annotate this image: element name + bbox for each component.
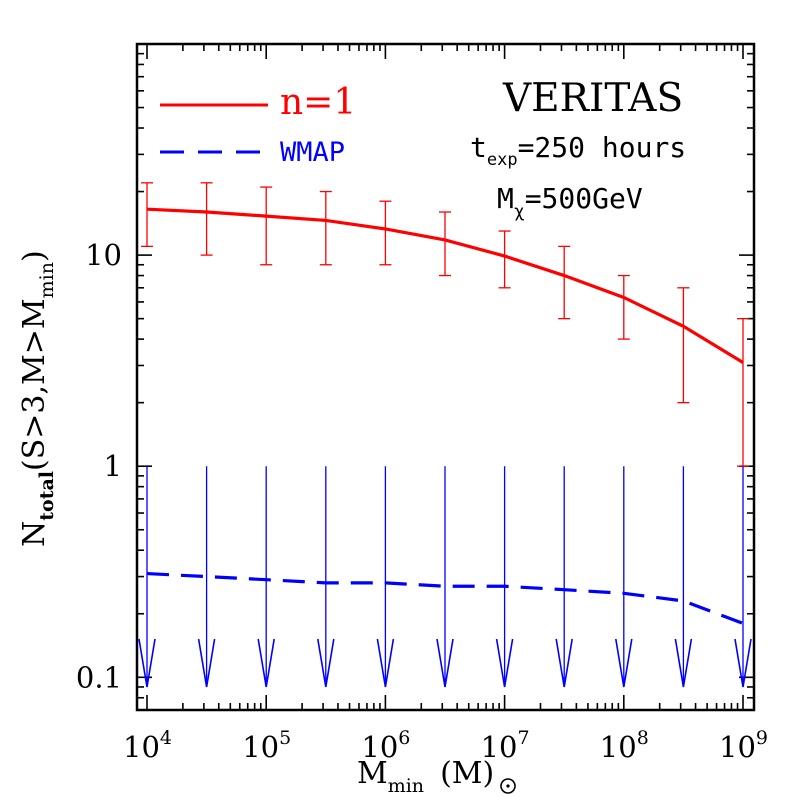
series-layer bbox=[138, 182, 752, 688]
x-tick-label: 105 bbox=[242, 727, 291, 764]
x-tick-label: 109 bbox=[719, 727, 768, 764]
series-line-wmap bbox=[146, 571, 744, 625]
x-tick-label-exponent: 7 bbox=[518, 727, 530, 749]
upper-limit-arrowhead bbox=[197, 638, 216, 688]
x-axis-label: Mmin (M) bbox=[357, 756, 494, 797]
x-tick-label-exponent: 9 bbox=[756, 727, 768, 749]
x-tick-label-base: 10 bbox=[719, 730, 756, 764]
sun-symbol-icon bbox=[500, 778, 516, 794]
x-tick-labels: 104 105 106 107 108 109 bbox=[123, 727, 768, 764]
x-tick-label: 107 bbox=[481, 727, 530, 764]
y-tick-label: 10 bbox=[85, 238, 122, 272]
upper-limit-arrowhead bbox=[674, 638, 693, 688]
annotation-mchi: Mχ=500GeV bbox=[497, 182, 643, 222]
y-axis-label-main: N bbox=[17, 521, 52, 547]
annotation-instrument: VERITAS bbox=[502, 76, 683, 121]
annotation-mchi-main: M bbox=[497, 182, 514, 215]
annotation-texp-main: t bbox=[470, 131, 487, 164]
annotation-texp-rest: =250 hours bbox=[518, 131, 687, 164]
y-axis-label-sub: total bbox=[36, 471, 58, 521]
x-tick-label: 104 bbox=[123, 727, 172, 764]
x-tick-label-exponent: 5 bbox=[279, 727, 291, 749]
y-tick-label: 0.1 bbox=[76, 660, 122, 694]
upper-limit-arrowhead bbox=[317, 638, 335, 688]
upper-limit-arrowhead bbox=[257, 638, 275, 688]
upper-limit-arrowhead bbox=[376, 638, 395, 688]
upper-limit-arrowhead bbox=[615, 638, 633, 688]
y-axis-label-expr-sub: min bbox=[36, 262, 58, 298]
annotation-mchi-rest: =500GeV bbox=[525, 182, 643, 215]
annotation-texp-sub: exp bbox=[487, 150, 518, 170]
x-tick-label-exponent: 6 bbox=[398, 727, 410, 749]
upper-limit-arrowhead bbox=[495, 638, 514, 688]
x-tick-label-exponent: 4 bbox=[160, 727, 172, 749]
annotation-mchi-sub: χ bbox=[514, 201, 525, 222]
x-tick-label-base: 10 bbox=[242, 730, 279, 764]
plot-frame bbox=[135, 42, 756, 712]
x-tick-label-exponent: 8 bbox=[637, 727, 649, 749]
y-tick-label: 1 bbox=[104, 449, 122, 483]
x-tick-label-base: 10 bbox=[600, 730, 637, 764]
y-tick-labels: 0.1 1 10 bbox=[76, 238, 122, 694]
x-axis-label-unit-close: ) bbox=[482, 756, 494, 791]
legend-label-n1: n=1 bbox=[280, 82, 356, 123]
x-tick-label: 106 bbox=[361, 727, 410, 764]
upper-limit-arrowhead bbox=[436, 638, 454, 688]
x-tick-label-base: 10 bbox=[481, 730, 518, 764]
upper-limit-arrowhead bbox=[734, 638, 752, 688]
y-axis-label-expr: (S>3,M>M bbox=[17, 298, 52, 471]
x-tick-label-base: 10 bbox=[123, 730, 160, 764]
upper-limit-arrowhead bbox=[138, 638, 156, 688]
x-axis-label-main: M bbox=[357, 756, 388, 791]
upper-limit-arrowhead bbox=[555, 638, 573, 688]
y-axis-label: Ntotal(S>3,M>Mmin) bbox=[17, 250, 58, 547]
annotation-texp: texp=250 hours bbox=[470, 131, 686, 170]
x-axis-label-sub: min bbox=[388, 775, 424, 797]
y-axis-label-expr-end: ) bbox=[17, 250, 52, 262]
x-tick-label-base: 10 bbox=[361, 730, 398, 764]
x-tick-label: 108 bbox=[600, 727, 649, 764]
legend-label-wmap: WMAP bbox=[280, 137, 345, 168]
x-axis-label-unit: (M bbox=[440, 756, 482, 791]
series-line-n1 bbox=[146, 207, 744, 364]
